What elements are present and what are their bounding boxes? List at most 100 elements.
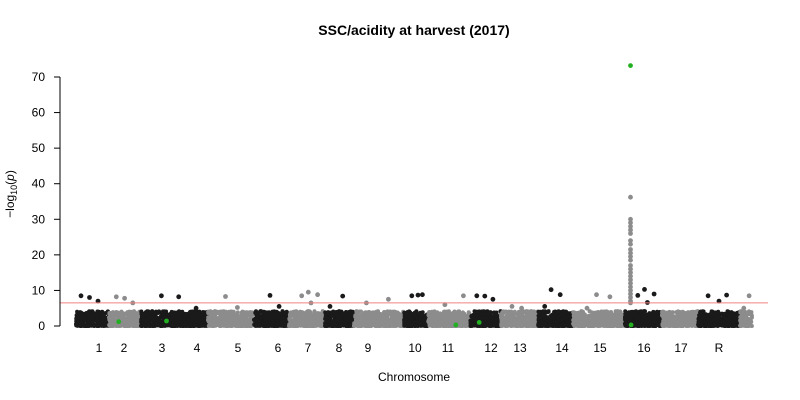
background-snp-point xyxy=(404,321,409,326)
background-snp-point xyxy=(236,313,240,318)
background-snp-point xyxy=(228,321,233,326)
background-snp-point xyxy=(223,323,228,328)
background-snp-point xyxy=(560,312,565,317)
background-snp-point xyxy=(492,310,497,315)
background-snp-point xyxy=(169,309,174,314)
background-snp-point xyxy=(281,316,286,321)
background-snp-point xyxy=(505,313,509,317)
background-snp-point xyxy=(382,310,387,314)
background-snp-point xyxy=(97,319,102,324)
background-snp-point xyxy=(600,320,605,325)
background-snp-point xyxy=(148,310,153,315)
peak-snp-point xyxy=(267,293,273,298)
highlighted-snp-point xyxy=(164,318,169,324)
background-snp-point xyxy=(77,322,82,326)
background-snp-point xyxy=(361,319,366,324)
background-snp-point xyxy=(428,322,433,327)
background-snp-point xyxy=(526,314,531,318)
background-snp-point xyxy=(246,318,251,323)
background-snp-point xyxy=(309,319,314,324)
background-snp-point xyxy=(445,312,450,317)
background-snp-point xyxy=(517,313,522,318)
background-snp-point xyxy=(606,311,611,316)
background-snp-point xyxy=(431,310,436,315)
background-snp-point xyxy=(458,311,463,316)
background-snp-point xyxy=(438,322,443,327)
background-snp-point xyxy=(384,324,389,328)
background-snp-point xyxy=(162,315,167,320)
background-snp-point xyxy=(107,317,112,322)
background-snp-point xyxy=(601,315,606,320)
peak-snp-point xyxy=(415,292,421,298)
peak-snp-point xyxy=(557,292,563,298)
background-snp-point xyxy=(567,321,572,326)
background-snp-point xyxy=(552,311,557,316)
background-snp-point xyxy=(157,309,161,314)
background-snp-point xyxy=(188,310,193,315)
background-snp-point xyxy=(198,323,203,328)
background-snp-point xyxy=(89,320,94,325)
background-snp-point xyxy=(293,317,298,322)
background-snp-point xyxy=(97,310,102,315)
background-snp-point xyxy=(404,313,409,318)
background-snp-point xyxy=(312,310,317,315)
background-snp-point xyxy=(178,310,183,314)
background-snp-point xyxy=(116,315,121,319)
background-snp-point xyxy=(218,323,223,328)
background-snp-point xyxy=(397,319,402,324)
background-snp-point xyxy=(134,323,139,328)
background-snp-point xyxy=(101,316,106,321)
peak-snp-point xyxy=(490,296,496,302)
background-snp-point xyxy=(347,314,352,319)
peak-snp-point xyxy=(386,296,391,302)
background-snp-point xyxy=(323,316,328,321)
background-snp-point xyxy=(173,310,177,315)
background-snp-point xyxy=(124,320,129,325)
background-snp-point xyxy=(126,324,131,328)
background-snp-point xyxy=(184,322,188,327)
background-snp-point xyxy=(510,322,515,327)
background-snp-point xyxy=(344,323,349,328)
background-snp-point xyxy=(418,314,423,319)
background-snp-point xyxy=(537,323,542,328)
background-snp-point xyxy=(109,311,114,315)
background-snp-point xyxy=(482,321,487,326)
background-snp-point xyxy=(583,314,587,319)
background-snp-point xyxy=(606,323,611,328)
background-snp-point xyxy=(611,313,616,318)
background-snp-point xyxy=(338,324,343,328)
background-snp-point xyxy=(538,311,543,316)
background-snp-point xyxy=(518,317,523,322)
background-snp-point xyxy=(146,323,151,328)
background-snp-point xyxy=(252,317,256,322)
background-snp-point xyxy=(616,314,621,319)
background-snp-point xyxy=(127,320,132,325)
peak-snp-point xyxy=(122,295,127,301)
peak-snp-point xyxy=(584,305,590,311)
peak-snp-point xyxy=(276,304,282,309)
background-snp-point xyxy=(395,323,399,328)
background-snp-point xyxy=(188,317,192,322)
background-snp-point xyxy=(74,318,79,323)
background-snp-point xyxy=(377,323,382,328)
background-snp-point xyxy=(81,316,86,320)
background-snp-point xyxy=(547,323,552,328)
background-snp-point xyxy=(437,312,441,317)
background-snp-point xyxy=(494,319,499,324)
background-snp-point xyxy=(326,318,331,323)
peak-snp-point xyxy=(482,293,488,299)
background-snp-point xyxy=(448,320,452,325)
background-snp-point xyxy=(288,322,293,327)
background-snp-point xyxy=(393,310,398,314)
background-snp-point xyxy=(444,319,449,324)
background-snp-point xyxy=(290,312,295,317)
background-snp-point xyxy=(407,320,412,325)
background-snp-point xyxy=(244,321,249,326)
background-snp-point xyxy=(481,309,486,314)
background-snp-point xyxy=(587,313,591,318)
background-snp-point xyxy=(516,323,521,328)
background-snp-point xyxy=(216,311,221,316)
background-snp-point xyxy=(338,310,343,315)
background-snp-point xyxy=(613,317,618,322)
background-snp-point xyxy=(577,312,582,317)
